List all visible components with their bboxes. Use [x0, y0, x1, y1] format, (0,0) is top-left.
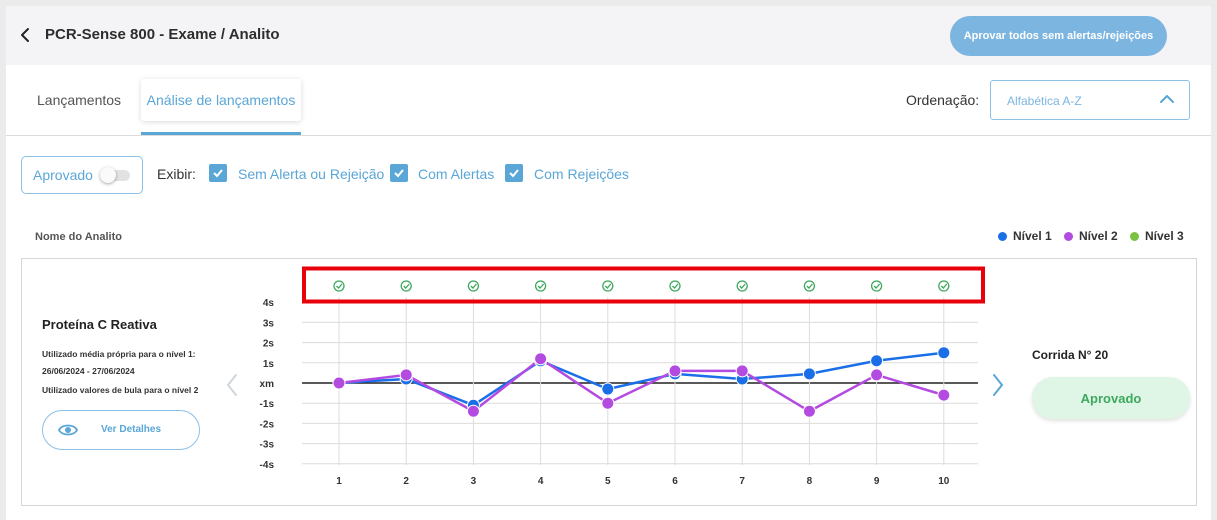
page-title: PCR-Sense 800 - Exame / Analito	[45, 26, 280, 43]
check-icon	[213, 169, 223, 178]
analyte-column-header: Nome do Analito	[35, 231, 122, 243]
legend-label: Nível 1	[1013, 229, 1052, 243]
eye-icon	[58, 424, 78, 436]
legend-item-level-1: Nível 1	[998, 229, 1052, 243]
tab-lancamentos[interactable]: Lançamentos	[37, 92, 122, 108]
chevron-up-icon	[1160, 95, 1174, 103]
check-icon	[509, 169, 519, 178]
analyte-note-2: 26/06/2024 - 27/06/2024	[42, 366, 135, 376]
legend-dot	[1130, 231, 1139, 241]
approved-toggle[interactable]: Aprovado	[21, 156, 143, 194]
chevron-left-icon[interactable]	[224, 372, 240, 398]
run-number: Corrida N° 20	[1032, 348, 1109, 362]
ordering-select[interactable]: Alfabética A-Z	[990, 80, 1190, 120]
tab-analise-lancamentos[interactable]: Análise de lançamentos	[141, 79, 301, 121]
checkbox-sem-alerta-label[interactable]: Sem Alerta ou Rejeição	[238, 166, 385, 182]
legend-label: Nível 2	[1079, 229, 1118, 243]
approve-all-button[interactable]: Aprovar todos sem alertas/rejeições	[950, 16, 1167, 56]
toggle-switch[interactable]	[100, 167, 130, 183]
checkbox-com-alertas[interactable]	[390, 164, 408, 182]
view-details-label: Ver Detalhes	[101, 424, 162, 435]
active-tab-indicator	[141, 132, 301, 135]
tabs-divider	[6, 135, 1211, 136]
legend-item-level-2: Nível 2	[1064, 229, 1118, 243]
checkbox-com-rejeicoes-label[interactable]: Com Rejeições	[534, 166, 629, 182]
ordering-label: Ordenação:	[906, 92, 980, 108]
main-panel: Lançamentos Análise de lançamentos Orden…	[6, 65, 1211, 520]
top-bar: PCR-Sense 800 - Exame / Analito Aprovar …	[6, 6, 1211, 65]
checkbox-com-alertas-label[interactable]: Com Alertas	[418, 166, 495, 182]
analyte-card: Proteína C Reativa Utilizado média própr…	[21, 258, 1197, 506]
status-badge: Aprovado	[1032, 377, 1190, 419]
analyte-note-3: Utilizado valores de bula para o nível 2	[42, 385, 199, 395]
legend-dot	[1064, 231, 1073, 241]
checkbox-com-rejeicoes[interactable]	[505, 164, 523, 182]
ordering-value: Alfabética A-Z	[1007, 94, 1082, 108]
checkbox-sem-alerta[interactable]	[209, 164, 227, 182]
analyte-note-1: Utilizado média própria para o nível 1:	[42, 349, 196, 359]
view-details-button[interactable]: Ver Detalhes	[42, 410, 200, 450]
back-arrow-icon[interactable]	[18, 26, 34, 44]
show-label: Exibir:	[157, 166, 196, 182]
analyte-name: Proteína C Reativa	[42, 317, 157, 332]
chevron-right-icon[interactable]	[990, 372, 1006, 398]
toggle-knob	[100, 167, 116, 183]
legend-label: Nível 3	[1145, 229, 1184, 243]
legend-dot	[998, 231, 1007, 241]
legend-item-level-3: Nível 3	[1130, 229, 1184, 243]
approved-toggle-label: Aprovado	[33, 167, 93, 183]
check-icon	[394, 169, 404, 178]
